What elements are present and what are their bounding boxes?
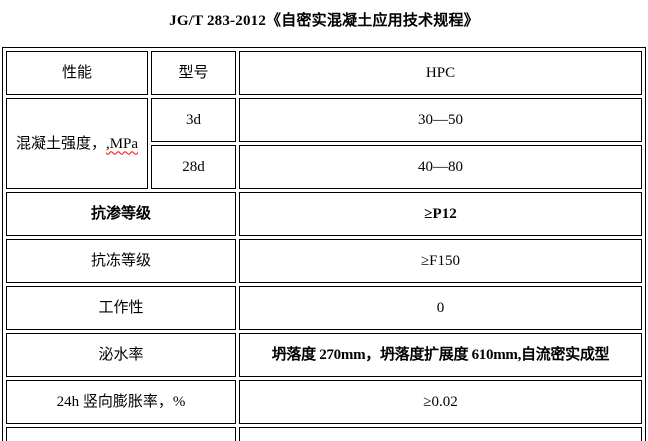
strength-range-3d: 30—50 xyxy=(239,98,642,142)
frost-resistance-label: 抗冻等级 xyxy=(6,239,236,283)
expansion-rate-label: 24h 竖向膨胀率，% xyxy=(6,380,236,424)
clipped-bottom-label-cell xyxy=(6,427,236,441)
strength-age-3d: 3d xyxy=(151,98,236,142)
frost-resistance-row: 抗冻等级 ≥F150 xyxy=(6,239,642,283)
frost-resistance-value: ≥F150 xyxy=(239,239,642,283)
impermeability-label: 抗渗等级 xyxy=(6,192,236,236)
workability-row: 工作性 0 xyxy=(6,286,642,330)
header-cell-model: 型号 xyxy=(151,51,236,95)
strength-row-28d: 28d 40—80 xyxy=(6,145,642,189)
strength-age-28d: 28d xyxy=(151,145,236,189)
workability-value: 0 xyxy=(239,286,642,330)
strength-label-cell: 混凝土强度，,MPa xyxy=(6,98,148,189)
spec-table: 性能 型号 HPC 混凝土强度，,MPa 3d 30—50 28d 40—80 … xyxy=(2,47,646,441)
impermeability-value: ≥P12 xyxy=(239,192,642,236)
header-cell-hpc: HPC xyxy=(239,51,642,95)
document-title: JG/T 283-2012《自密实混凝土应用技术规程》 xyxy=(169,13,479,29)
header-cell-performance: 性能 xyxy=(6,51,148,95)
strength-range-28d: 40—80 xyxy=(239,145,642,189)
strength-label: 混凝土强度， xyxy=(15,135,106,152)
table-header-row: 性能 型号 HPC xyxy=(6,51,642,95)
strength-unit-misspelled: ,MPa xyxy=(105,135,139,152)
strength-row-3d: 混凝土强度，,MPa 3d 30—50 xyxy=(6,98,642,189)
expansion-rate-value: ≥0.02 xyxy=(239,380,642,424)
clipped-bottom-row xyxy=(6,427,642,441)
expansion-rate-row: 24h 竖向膨胀率，% ≥0.02 xyxy=(6,380,642,424)
bleeding-rate-value: 坍落度 270mm，坍落度扩展度 610mm,自流密实成型 xyxy=(239,333,642,377)
bleeding-rate-label: 泌水率 xyxy=(6,333,236,377)
impermeability-row: 抗渗等级 ≥P12 xyxy=(6,192,642,236)
bleeding-rate-row: 泌水率 坍落度 270mm，坍落度扩展度 610mm,自流密实成型 xyxy=(6,333,642,377)
workability-label: 工作性 xyxy=(6,286,236,330)
clipped-bottom-value-cell xyxy=(239,427,642,441)
